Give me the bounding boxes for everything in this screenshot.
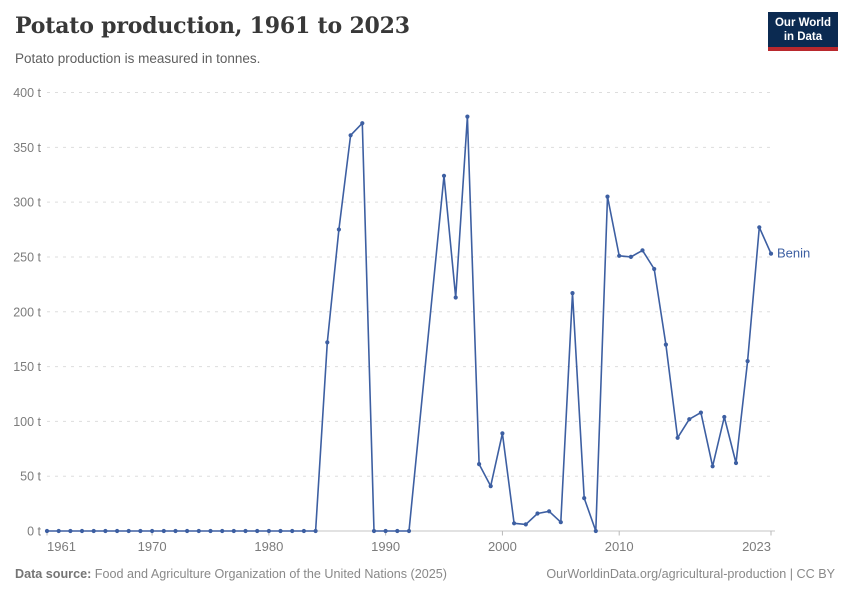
data-point[interactable] bbox=[523, 522, 528, 527]
data-point[interactable] bbox=[91, 528, 96, 534]
data-point[interactable] bbox=[278, 528, 283, 534]
data-point[interactable] bbox=[710, 464, 715, 469]
data-point[interactable] bbox=[640, 248, 645, 253]
y-tick-label: 50 t bbox=[20, 470, 41, 484]
y-tick-label: 200 t bbox=[13, 305, 41, 319]
data-point[interactable] bbox=[185, 528, 190, 534]
data-point[interactable] bbox=[722, 414, 727, 420]
y-tick-label: 350 t bbox=[13, 141, 41, 155]
data-point[interactable] bbox=[79, 528, 85, 534]
data-point[interactable] bbox=[628, 254, 634, 259]
x-tick-label: 1990 bbox=[371, 539, 400, 554]
chart-footer: Data source: Food and Agriculture Organi… bbox=[15, 567, 835, 581]
data-point[interactable] bbox=[325, 340, 330, 345]
data-point[interactable] bbox=[675, 435, 680, 440]
y-tick-label: 250 t bbox=[13, 250, 41, 264]
y-tick-label: 400 t bbox=[13, 86, 41, 100]
data-point[interactable] bbox=[745, 359, 750, 364]
data-point[interactable] bbox=[220, 528, 225, 534]
y-tick-label: 150 t bbox=[13, 360, 41, 374]
data-point[interactable] bbox=[582, 496, 587, 501]
data-point[interactable] bbox=[266, 528, 271, 534]
owid-logo[interactable]: Our World in Data bbox=[767, 12, 838, 51]
footer-link[interactable]: OurWorldinData.org/agricultural-producti… bbox=[546, 567, 835, 581]
x-tick-label: 1980 bbox=[254, 539, 283, 554]
data-point[interactable] bbox=[687, 417, 692, 422]
data-point[interactable] bbox=[138, 528, 143, 534]
data-point[interactable] bbox=[161, 528, 166, 534]
data-point[interactable] bbox=[255, 528, 260, 534]
data-point[interactable] bbox=[488, 484, 493, 489]
x-tick-label: 2000 bbox=[488, 539, 517, 554]
data-point[interactable] bbox=[395, 528, 400, 534]
data-point[interactable] bbox=[173, 528, 178, 534]
series-line-benin[interactable] bbox=[46, 115, 772, 532]
data-point[interactable] bbox=[196, 528, 201, 534]
data-point[interactable] bbox=[500, 431, 505, 436]
data-point[interactable] bbox=[406, 528, 412, 534]
data-point[interactable] bbox=[126, 528, 131, 534]
series-label-benin: Benin bbox=[777, 246, 810, 261]
data-point[interactable] bbox=[371, 528, 377, 534]
data-point[interactable] bbox=[441, 173, 447, 178]
data-point[interactable] bbox=[768, 251, 774, 256]
data-point[interactable] bbox=[103, 528, 108, 534]
y-tick-label: 300 t bbox=[13, 196, 41, 210]
y-tick-label: 100 t bbox=[13, 415, 41, 429]
y-tick-label: 0 t bbox=[27, 525, 41, 539]
data-point[interactable] bbox=[231, 528, 236, 534]
data-point[interactable] bbox=[150, 528, 155, 534]
data-source-label: Data source: bbox=[15, 567, 92, 581]
data-point[interactable] bbox=[243, 528, 248, 534]
data-point[interactable] bbox=[593, 528, 598, 534]
data-point[interactable] bbox=[698, 410, 704, 415]
data-point[interactable] bbox=[570, 291, 575, 296]
data-point[interactable] bbox=[56, 528, 61, 534]
data-point[interactable] bbox=[465, 114, 470, 119]
data-point[interactable] bbox=[617, 253, 622, 258]
x-tick-label: 1961 bbox=[47, 539, 76, 554]
data-point[interactable] bbox=[313, 528, 318, 534]
x-tick-label: 2023 bbox=[742, 539, 771, 554]
data-point[interactable] bbox=[547, 509, 552, 514]
data-point[interactable] bbox=[348, 133, 353, 138]
data-point[interactable] bbox=[453, 295, 458, 300]
data-point[interactable] bbox=[605, 194, 610, 199]
data-point[interactable] bbox=[44, 528, 50, 534]
data-point[interactable] bbox=[208, 528, 213, 534]
chart-subtitle: Potato production is measured in tonnes. bbox=[15, 51, 261, 66]
chart-title: Potato production, 1961 to 2023 bbox=[15, 13, 410, 39]
data-point[interactable] bbox=[511, 521, 517, 526]
data-point[interactable] bbox=[301, 528, 306, 534]
data-point[interactable] bbox=[757, 225, 762, 230]
x-tick-label: 2010 bbox=[605, 539, 634, 554]
data-point[interactable] bbox=[535, 511, 540, 516]
data-point[interactable] bbox=[652, 266, 657, 272]
owid-logo-line2: in Data bbox=[783, 30, 823, 43]
data-source: Data source: Food and Agriculture Organi… bbox=[15, 567, 447, 581]
data-point[interactable] bbox=[290, 528, 295, 534]
owid-logo-line1: Our World bbox=[774, 17, 831, 29]
data-point[interactable] bbox=[68, 528, 73, 534]
data-source-text: Food and Agriculture Organization of the… bbox=[91, 567, 447, 581]
data-point[interactable] bbox=[360, 121, 365, 126]
data-point[interactable] bbox=[663, 342, 669, 347]
data-point[interactable] bbox=[733, 460, 739, 466]
x-tick-label: 1970 bbox=[138, 539, 167, 554]
data-point[interactable] bbox=[558, 520, 563, 525]
data-point[interactable] bbox=[336, 227, 341, 232]
data-point[interactable] bbox=[115, 528, 120, 534]
data-point[interactable] bbox=[477, 462, 482, 467]
data-point[interactable] bbox=[383, 528, 388, 534]
